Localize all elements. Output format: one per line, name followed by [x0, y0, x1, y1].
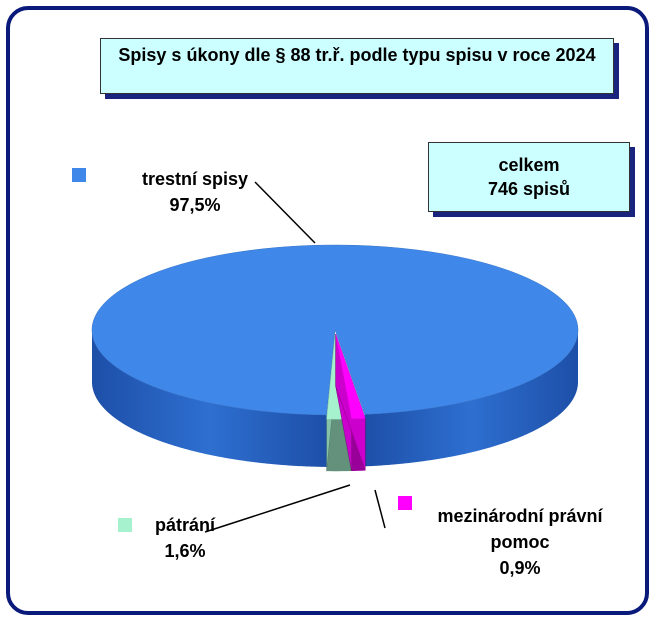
leader-line — [374, 489, 386, 529]
annotation-line: 746 spisů — [487, 179, 571, 199]
leader-line — [204, 484, 351, 533]
chart-title: Spisy s úkony dle § 88 tr.ř. podle typu … — [100, 38, 614, 94]
slice-label: mezinárodní právní pomoc 0,9% — [430, 503, 610, 581]
slice-label: pátrání 1,6% — [135, 512, 235, 564]
value-label: 1,6% — [164, 541, 206, 561]
leader-line — [254, 181, 316, 244]
pie-slice — [335, 334, 366, 420]
value-label: 0,9% — [499, 558, 541, 578]
slice-side — [92, 330, 327, 467]
value-label: 97,5% — [169, 195, 221, 215]
legend-swatch — [72, 168, 86, 182]
annotation: celkem 746 spisů — [428, 142, 630, 212]
category-label: trestní spisy — [141, 169, 249, 189]
pie-slice — [91, 244, 579, 416]
category-label: pátrání — [154, 515, 215, 535]
slice-label: trestní spisy 97,5% — [130, 166, 260, 218]
frame — [6, 6, 649, 615]
slice-side — [364, 330, 578, 467]
legend-swatch — [398, 496, 412, 510]
annotation-line: celkem — [498, 155, 560, 175]
category-label: mezinárodní právní pomoc — [437, 506, 603, 552]
legend-swatch — [118, 518, 132, 532]
